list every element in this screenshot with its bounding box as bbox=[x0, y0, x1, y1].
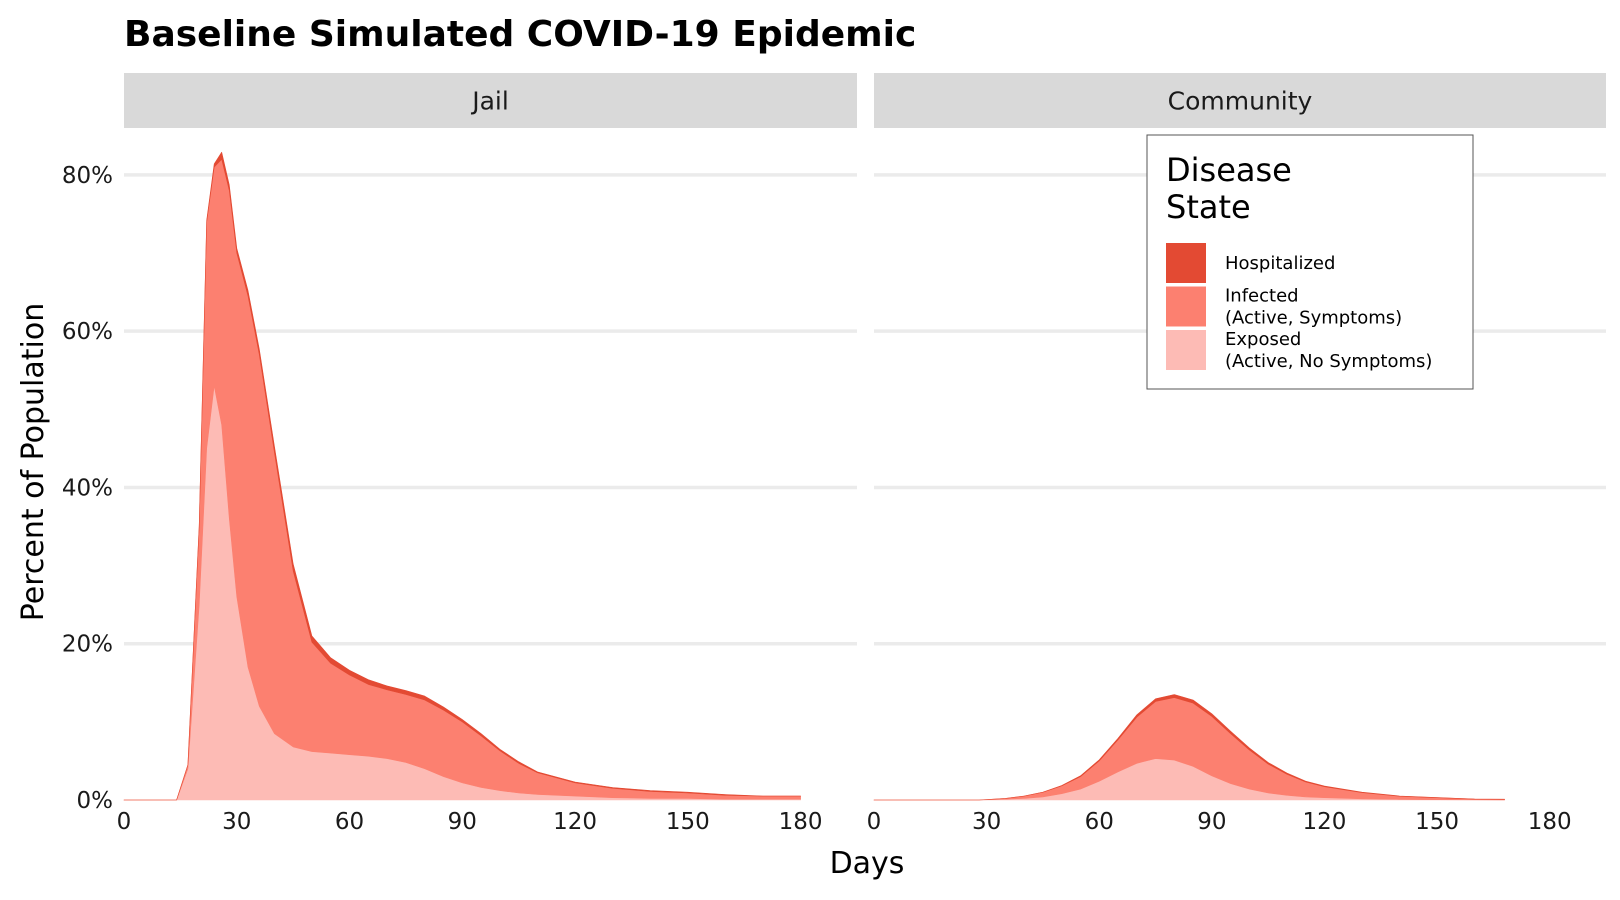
panel-jail: Jail 0 30 60 90 120 150 180 0% 20% 40% 60% 80% bbox=[62, 73, 857, 835]
x-tick-label: 0 bbox=[867, 809, 882, 835]
facet-strip-label: Community bbox=[1168, 87, 1313, 116]
legend-label-exposed: (Active, No Symptoms) bbox=[1225, 351, 1432, 372]
chart-title: Baseline Simulated COVID-19 Epidemic bbox=[124, 14, 916, 55]
y-tick-label: 60% bbox=[62, 319, 113, 345]
y-tick-label: 20% bbox=[62, 632, 113, 658]
y-tick-label: 40% bbox=[62, 475, 113, 501]
legend-key-exposed bbox=[1166, 330, 1206, 370]
x-tick-label: 150 bbox=[666, 809, 710, 835]
x-axis-title: Days bbox=[830, 846, 905, 881]
area-hospitalized bbox=[123, 151, 801, 801]
legend-label-exposed: Exposed bbox=[1225, 329, 1301, 350]
legend-label-infected: (Active, Symptoms) bbox=[1225, 308, 1402, 329]
x-tick-label: 120 bbox=[553, 809, 597, 835]
area-hospitalized bbox=[873, 694, 1505, 801]
x-tick-label: 90 bbox=[1197, 809, 1226, 835]
legend-key-hospitalized bbox=[1166, 243, 1206, 283]
legend-key-infected bbox=[1166, 286, 1206, 327]
panel-community: Community 0 30 60 90 120 150 180 bbox=[867, 73, 1606, 835]
x-tick-label: 150 bbox=[1415, 809, 1459, 835]
legend-label-infected: Infected bbox=[1225, 286, 1299, 307]
legend-title: Disease bbox=[1166, 151, 1292, 189]
legend-title: State bbox=[1166, 188, 1251, 226]
x-tick-label: 60 bbox=[1085, 809, 1114, 835]
facet-strip bbox=[874, 73, 1606, 128]
x-tick-label: 180 bbox=[779, 809, 823, 835]
y-tick-label: 80% bbox=[62, 163, 113, 189]
x-tick-label: 180 bbox=[1528, 809, 1572, 835]
x-tick-label: 30 bbox=[972, 809, 1001, 835]
legend: DiseaseStateHospitalizedInfected(Active,… bbox=[1146, 134, 1474, 390]
x-tick-label: 0 bbox=[117, 809, 132, 835]
x-tick-label: 120 bbox=[1303, 809, 1347, 835]
y-axis-title: Percent of Population bbox=[16, 303, 51, 622]
facet-strip bbox=[124, 73, 857, 128]
x-tick-label: 60 bbox=[335, 809, 364, 835]
legend-label-hospitalized: Hospitalized bbox=[1225, 253, 1335, 274]
facet-strip-label: Jail bbox=[470, 87, 509, 116]
x-tick-label: 90 bbox=[448, 809, 477, 835]
y-tick-label: 0% bbox=[77, 788, 114, 814]
panels-layer: Jail 0 30 60 90 120 150 180 0% 20% 40% 60% 80% Commun… bbox=[62, 73, 1606, 835]
x-tick-label: 30 bbox=[222, 809, 251, 835]
